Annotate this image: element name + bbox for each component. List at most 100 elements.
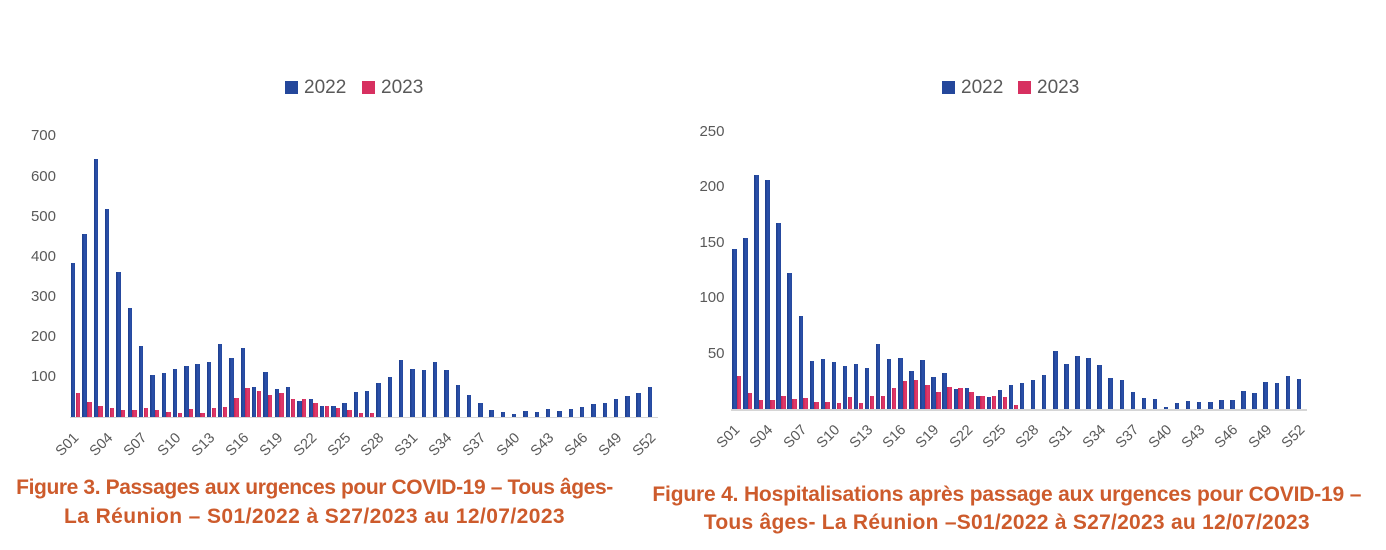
bar-2023-S13 bbox=[869, 395, 875, 409]
bar-2023-S04 bbox=[770, 400, 775, 409]
y-tick-label: 300 bbox=[30, 287, 56, 305]
legend-label-2023: 2023 bbox=[381, 76, 424, 98]
legend-swatch-2023-icon bbox=[362, 81, 375, 95]
bar-2023-S09 bbox=[166, 411, 171, 417]
y-tick-label: 200 bbox=[699, 178, 725, 196]
x-tick-label-S10: S10 bbox=[813, 422, 844, 452]
bar-2022-S39 bbox=[500, 411, 506, 417]
bar-2022-S31 bbox=[1064, 363, 1069, 409]
bar-2023-S11 bbox=[847, 396, 853, 409]
bar-2022-S40 bbox=[1163, 406, 1169, 409]
bar-2022-S13 bbox=[206, 361, 212, 417]
x-tick-label-S31: S31 bbox=[1046, 422, 1076, 452]
x-tick-label-S19: S19 bbox=[256, 429, 287, 460]
x-axis-line bbox=[70, 416, 658, 419]
legend-item-2022-fig3: 2022 bbox=[285, 77, 346, 99]
bar-2022-S05 bbox=[776, 222, 781, 409]
bar-2022-S25 bbox=[997, 390, 1003, 409]
bar-2022-S40 bbox=[512, 413, 517, 417]
x-tick-label-S28: S28 bbox=[358, 429, 388, 460]
x-tick-label-S37: S37 bbox=[1112, 422, 1143, 452]
legend-label-2022: 2022 bbox=[304, 76, 347, 98]
y-tick-label: 150 bbox=[699, 233, 725, 251]
bar-2022-S14 bbox=[218, 343, 223, 417]
x-tick-label-S34: S34 bbox=[1079, 422, 1109, 452]
bar-2022-S05 bbox=[116, 272, 121, 417]
bar-2022-S26 bbox=[1008, 384, 1014, 409]
x-tick-label-S19: S19 bbox=[913, 422, 943, 452]
bar-2023-S22 bbox=[969, 392, 974, 409]
bar-2023-S26 bbox=[358, 412, 363, 417]
bar-2023-S03 bbox=[98, 405, 103, 417]
bar-2022-S30 bbox=[398, 360, 404, 417]
y-tick-label: 700 bbox=[30, 127, 56, 145]
bar-2022-S29 bbox=[387, 376, 393, 417]
bar-2023-S05 bbox=[781, 395, 786, 409]
bar-2022-S09 bbox=[820, 359, 826, 409]
bar-2022-S13 bbox=[864, 367, 870, 409]
bar-2023-S11 bbox=[188, 408, 194, 417]
legend-label-2023: 2023 bbox=[1037, 76, 1080, 98]
bar-2022-S16 bbox=[898, 357, 903, 409]
bar-2022-S48 bbox=[602, 402, 607, 417]
x-tick-label-S49: S49 bbox=[1245, 422, 1275, 452]
bar-2022-S12 bbox=[195, 363, 200, 417]
caption-fig3-line1: Figure 3. Passages aux urgences pour COV… bbox=[16, 475, 613, 499]
bar-2023-S26 bbox=[1013, 404, 1019, 409]
bar-2023-S14 bbox=[222, 407, 228, 417]
legend-swatch-2022-icon bbox=[942, 81, 955, 95]
bar-2023-S12 bbox=[200, 412, 205, 417]
bar-2022-S15 bbox=[887, 359, 892, 409]
x-tick-label-S46: S46 bbox=[561, 429, 592, 460]
bar-2022-S10 bbox=[172, 369, 178, 417]
bar-2022-S30 bbox=[1053, 351, 1058, 409]
bar-2023-S16 bbox=[902, 381, 908, 409]
x-tick-label-S04: S04 bbox=[86, 429, 117, 460]
bar-2023-S24 bbox=[991, 395, 996, 409]
bar-2022-S17 bbox=[251, 386, 257, 417]
caption-fig4-line2: Tous âges- La Réunion –S01/2022 à S27/20… bbox=[703, 510, 1310, 534]
bar-2022-S42 bbox=[534, 411, 540, 417]
bar-2022-S46 bbox=[579, 407, 585, 417]
bar-2023-S02 bbox=[748, 393, 753, 409]
bar-2022-S19 bbox=[274, 389, 279, 417]
bar-2022-S32 bbox=[1075, 355, 1080, 409]
bar-2023-S16 bbox=[245, 388, 250, 417]
bar-2022-S36 bbox=[1119, 380, 1124, 409]
bar-2022-S26 bbox=[353, 392, 359, 417]
x-tick-label-S13: S13 bbox=[846, 422, 877, 452]
bar-2023-S25 bbox=[347, 410, 352, 417]
bar-2023-S06 bbox=[792, 399, 797, 409]
bar-2023-S08 bbox=[814, 402, 819, 409]
x-tick-label-S25: S25 bbox=[979, 422, 1010, 452]
bar-2023-S06 bbox=[132, 409, 137, 417]
x-tick-label-S01: S01 bbox=[52, 429, 83, 460]
bar-2022-S50 bbox=[625, 395, 630, 417]
bar-2023-S13 bbox=[211, 408, 216, 417]
bar-2022-S24 bbox=[986, 396, 992, 409]
bar-2022-S28 bbox=[376, 383, 381, 417]
bar-2022-S37 bbox=[1130, 392, 1136, 409]
bar-2023-S22 bbox=[313, 402, 318, 417]
bar-2022-S23 bbox=[319, 405, 325, 417]
bar-2022-S07 bbox=[798, 315, 803, 409]
bar-2023-S10 bbox=[177, 412, 182, 417]
bar-2022-S03 bbox=[754, 174, 759, 409]
bar-2023-S14 bbox=[880, 395, 886, 409]
bar-2022-S52 bbox=[1296, 379, 1302, 409]
bar-2022-S43 bbox=[545, 409, 551, 417]
x-axis-line bbox=[731, 409, 1307, 411]
legend-swatch-2023-icon bbox=[1018, 81, 1031, 95]
bar-2023-S07 bbox=[803, 397, 808, 409]
bar-2022-S49 bbox=[1263, 382, 1268, 409]
bar-2023-S27 bbox=[369, 413, 375, 417]
bar-2022-S03 bbox=[93, 158, 99, 417]
bar-2022-S43 bbox=[1197, 402, 1202, 409]
bar-2022-S21 bbox=[953, 389, 958, 409]
bar-2022-S51 bbox=[636, 393, 641, 417]
caption-fig3: Figure 3. Passages aux urgences pour COV… bbox=[4, 473, 625, 531]
bar-2022-S20 bbox=[285, 387, 291, 417]
legend-item-2023-fig3: 2023 bbox=[362, 77, 423, 99]
bar-2022-S16 bbox=[240, 348, 246, 417]
bar-2022-S47 bbox=[1241, 391, 1246, 409]
